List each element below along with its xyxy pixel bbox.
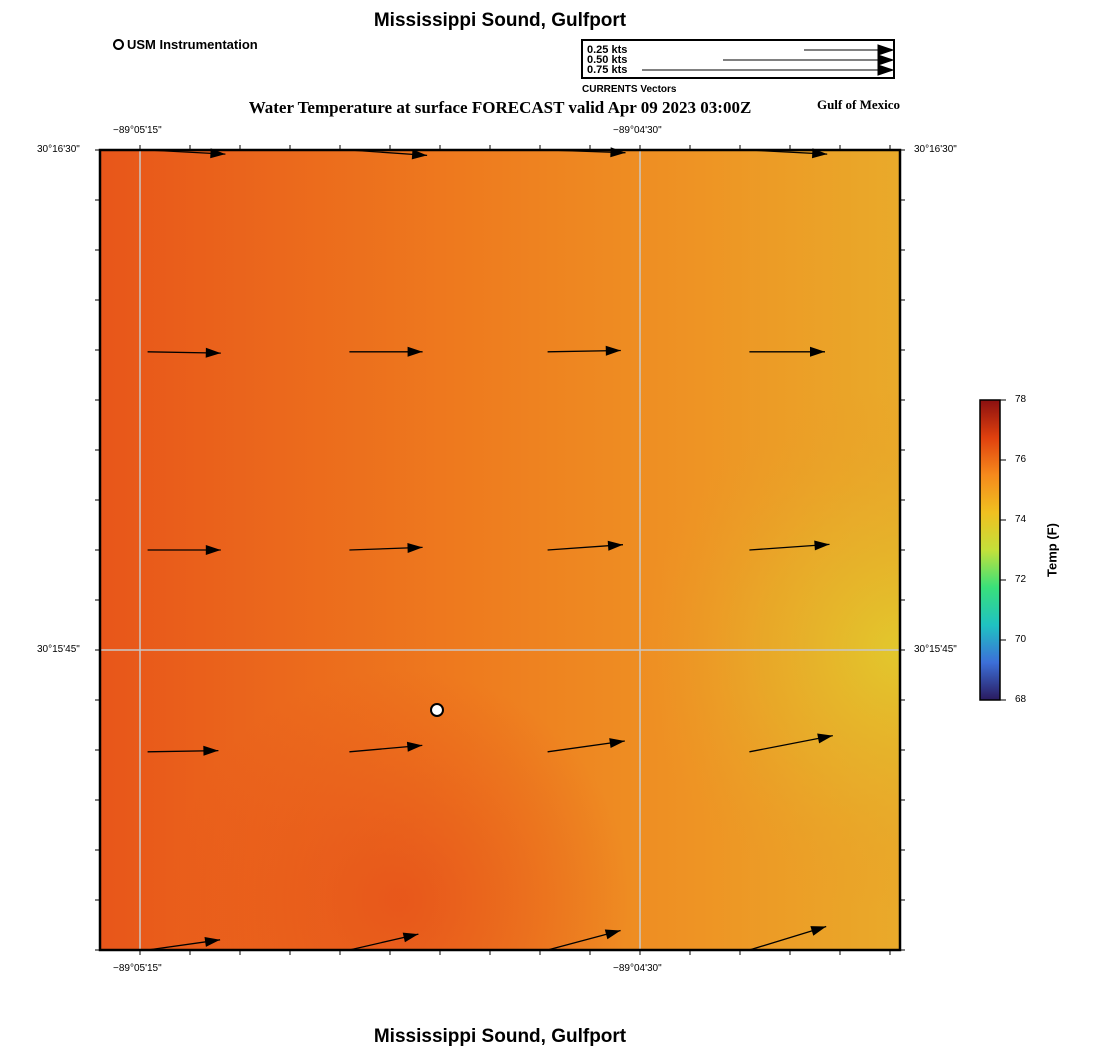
- lat-label-left: 30°15'45": [37, 644, 80, 655]
- current-vector-arrowhead: [810, 346, 825, 357]
- colorbar-title: Temp (F): [1044, 523, 1060, 577]
- lat-label-right: 30°15'45": [914, 644, 957, 655]
- lon-label-top: −89°05'15": [113, 125, 162, 136]
- colorbar-tick-label: 76: [1015, 454, 1027, 465]
- current-vector-arrowhead: [205, 545, 221, 555]
- current-vector-arrowhead: [204, 937, 221, 947]
- colorbar-ticks: [1000, 399, 1006, 701]
- vector-scale-legend: 0.25 kts 0.50 kts 0.75 kts: [581, 39, 895, 79]
- current-vector-arrowhead: [607, 540, 623, 551]
- instrument-marker-icon: [113, 39, 124, 50]
- lon-label-bottom: −89°04'30": [613, 963, 662, 974]
- vector-legend-caption: CURRENTS Vectors: [582, 84, 677, 95]
- current-vector-arrowhead: [407, 346, 423, 357]
- vector-scale-label-075: 0.75 kts: [587, 64, 628, 76]
- current-vector-arrowhead: [609, 738, 625, 748]
- current-vector-arrowhead: [411, 149, 428, 160]
- current-vector-arrowhead: [203, 745, 219, 756]
- lat-label-left: 30°16'30": [37, 144, 80, 155]
- colorbar-tick-label: 68: [1015, 694, 1027, 705]
- colorbar-tick-label: 74: [1015, 514, 1027, 525]
- lon-label-top: −89°04'30": [613, 125, 662, 136]
- warm-water-region: [100, 150, 900, 950]
- lat-label-right: 30°16'30": [914, 144, 957, 155]
- map-footer-title: Mississippi Sound, Gulfport: [373, 1026, 627, 1047]
- arrowhead-icon: [877, 44, 895, 56]
- map-title: Mississippi Sound, Gulfport: [373, 10, 627, 31]
- map-frame: [100, 150, 900, 950]
- colorbar: [979, 399, 1006, 701]
- colorbar-gradient: [979, 399, 1001, 701]
- region-label: Gulf of Mexico: [816, 97, 900, 112]
- current-vector-arrowhead: [605, 345, 621, 356]
- graticule: [100, 150, 900, 950]
- current-vector-arrowhead: [407, 543, 423, 553]
- vector-scale-label-050: 0.50 kts: [587, 54, 628, 66]
- current-vector-arrowhead: [406, 741, 423, 752]
- vector-scale-label-025: 0.25 kts: [587, 44, 628, 56]
- colorbar-tick-label: 78: [1015, 394, 1027, 405]
- current-vector-arrowhead: [810, 926, 827, 936]
- colorbar-tick-label: 72: [1015, 574, 1027, 585]
- forecast-subtitle: Water Temperature at surface FORECAST va…: [248, 98, 752, 117]
- instrument-legend-label: USM Instrumentation: [127, 37, 258, 52]
- colorbar-tick-label: 70: [1015, 634, 1027, 645]
- arrowhead-icon: [877, 64, 895, 76]
- usm-instrument-station-marker[interactable]: [430, 703, 444, 717]
- instrument-legend: USM Instrumentation: [113, 37, 258, 52]
- vector-scale-arrows: [642, 44, 895, 76]
- lon-label-bottom: −89°05'15": [113, 963, 162, 974]
- arrowhead-icon: [877, 54, 895, 66]
- current-vector-arrowhead: [817, 733, 833, 744]
- frame-ticks: [95, 145, 905, 955]
- current-vector-arrowhead: [814, 540, 830, 551]
- current-vector-arrowhead: [205, 347, 221, 358]
- current-vector-arrowhead: [604, 929, 621, 940]
- current-vector-arrowhead: [402, 932, 419, 943]
